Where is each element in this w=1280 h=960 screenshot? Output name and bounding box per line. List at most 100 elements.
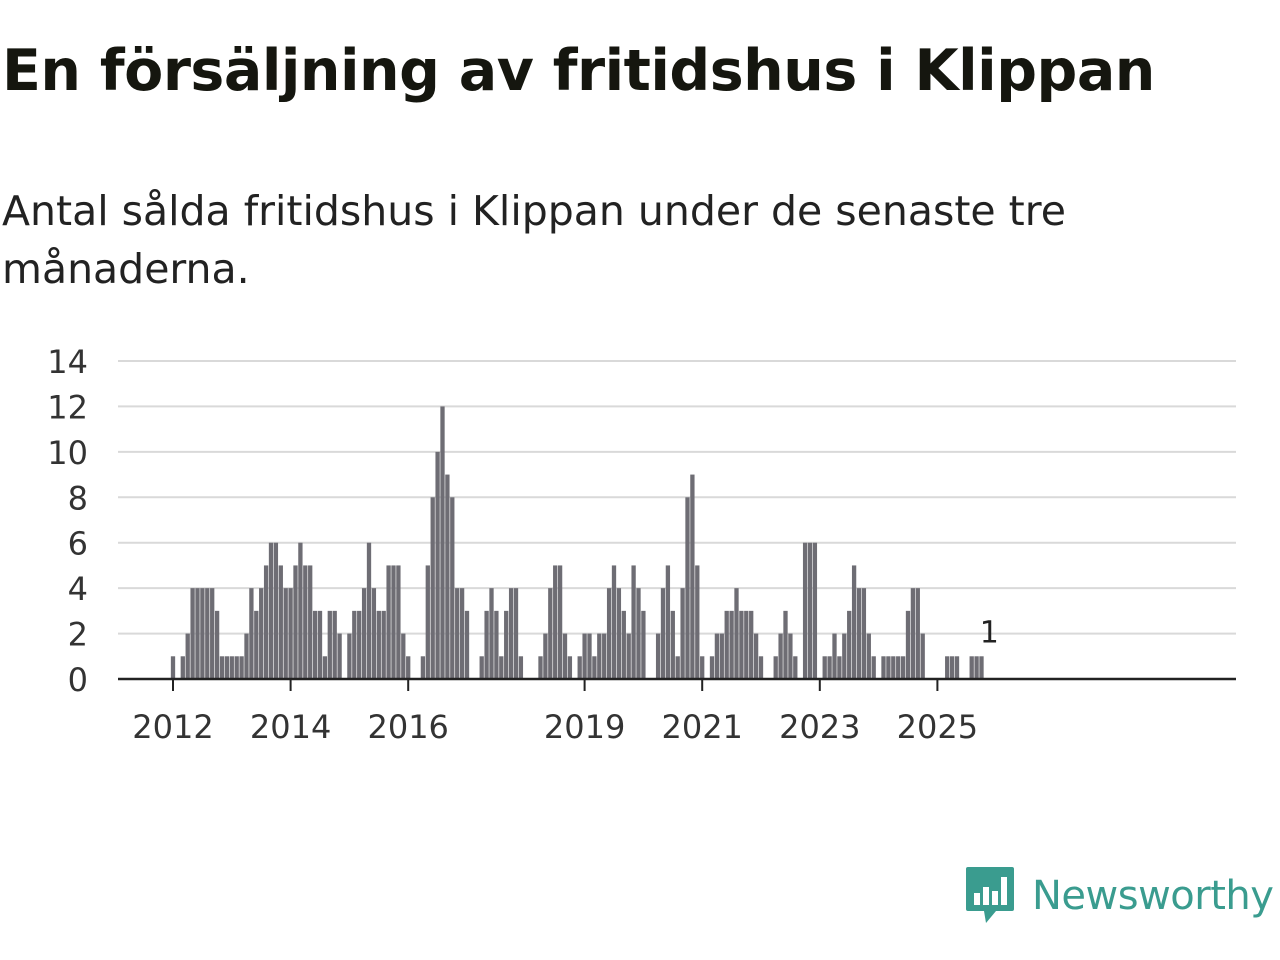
bar <box>557 565 563 679</box>
bar <box>293 565 298 679</box>
bar <box>239 656 244 679</box>
bar <box>357 610 362 679</box>
bar <box>327 610 332 679</box>
bar <box>504 610 509 679</box>
bar <box>317 610 323 679</box>
bar <box>214 610 220 679</box>
bar <box>455 588 460 679</box>
bar <box>896 656 901 679</box>
bar <box>724 610 729 679</box>
bar <box>249 588 254 679</box>
bar <box>337 633 342 679</box>
y-tick-label: 14 <box>47 343 88 381</box>
bar <box>954 656 960 679</box>
bar <box>592 656 597 679</box>
bar <box>489 588 494 679</box>
bar <box>783 610 788 679</box>
bar <box>391 565 396 679</box>
bar <box>425 565 430 679</box>
bar <box>376 610 381 679</box>
bar <box>553 565 558 679</box>
bar <box>626 633 631 679</box>
x-tick-label: 2016 <box>367 708 448 746</box>
y-tick-label: 6 <box>68 525 88 563</box>
bar <box>259 588 264 679</box>
newsworthy-logo-icon <box>966 867 1014 923</box>
bar <box>518 656 524 679</box>
bar <box>665 565 671 679</box>
bar <box>347 633 352 679</box>
bar <box>979 656 984 679</box>
bar <box>435 451 440 679</box>
bar <box>655 633 661 679</box>
bar <box>641 610 646 679</box>
bar <box>499 656 504 679</box>
bar <box>891 656 896 679</box>
bar <box>582 633 587 679</box>
bar <box>714 633 720 679</box>
bar <box>180 656 185 679</box>
bar <box>597 633 602 679</box>
bar <box>744 610 749 679</box>
bar <box>308 565 313 679</box>
bar <box>675 656 680 679</box>
bar <box>739 610 744 679</box>
chart-subtitle: Antal sålda fritidshus i Klippan under d… <box>2 187 1066 293</box>
bar <box>832 633 837 679</box>
bar <box>195 588 200 679</box>
bar <box>690 474 695 679</box>
bar <box>822 656 827 679</box>
bar <box>905 610 911 679</box>
bar <box>856 588 862 679</box>
bar <box>366 542 372 679</box>
bar <box>812 542 818 679</box>
bar <box>915 588 920 679</box>
bar <box>479 656 484 679</box>
bar <box>685 497 690 679</box>
bar <box>660 588 666 679</box>
bar <box>538 656 543 679</box>
highlight-data-label: 1 <box>980 615 999 650</box>
bar <box>406 656 411 679</box>
bar <box>224 656 230 679</box>
bar <box>945 656 950 679</box>
bar <box>205 588 210 679</box>
bar <box>381 610 386 679</box>
bar <box>793 656 798 679</box>
bar <box>729 610 734 679</box>
bar <box>288 588 293 679</box>
bar <box>210 588 215 679</box>
bar <box>734 588 739 679</box>
bar <box>567 656 573 679</box>
bar <box>303 565 308 679</box>
bar <box>949 656 955 679</box>
bar <box>170 656 176 679</box>
bar <box>758 656 764 679</box>
x-tick-label: 2012 <box>132 708 213 746</box>
bar <box>788 633 793 679</box>
bar <box>842 633 847 679</box>
bar <box>753 633 759 679</box>
bar <box>513 588 519 679</box>
bar <box>494 610 499 679</box>
bar <box>430 497 435 679</box>
bar <box>361 588 367 679</box>
y-tick-label: 4 <box>68 570 88 608</box>
bar <box>606 588 612 679</box>
y-tick-label: 10 <box>47 434 88 472</box>
bar <box>562 633 568 679</box>
bar <box>837 656 842 679</box>
bar <box>332 610 337 679</box>
bar <box>268 542 274 679</box>
bar <box>283 588 288 679</box>
bar <box>273 542 279 679</box>
bar <box>396 565 401 679</box>
bar <box>200 588 205 679</box>
y-tick-label: 12 <box>47 388 88 426</box>
bar <box>234 656 239 679</box>
bar <box>508 588 514 679</box>
bar <box>445 474 450 679</box>
bar <box>420 656 426 679</box>
bar <box>709 656 715 679</box>
bar <box>440 406 445 679</box>
